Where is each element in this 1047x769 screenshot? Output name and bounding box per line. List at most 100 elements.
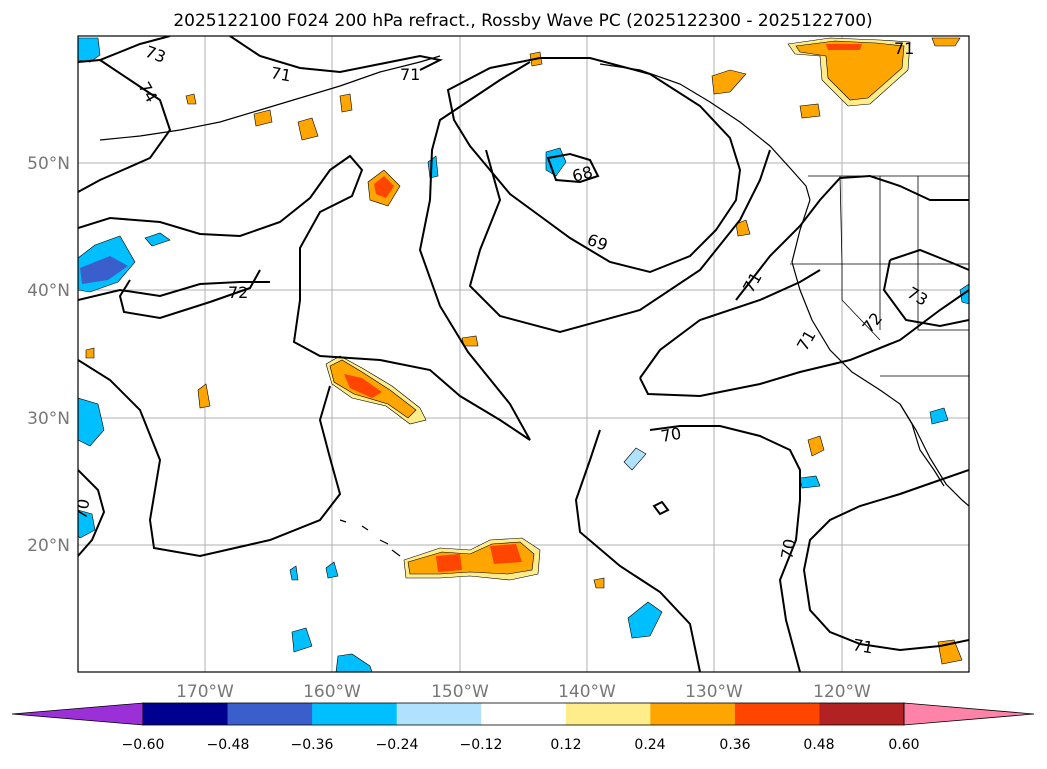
colorbar-bin [227,703,313,725]
contour-71-north [229,36,444,74]
contour-71-east [735,174,969,301]
colorbar-bin [396,703,482,725]
colorbar-tick-label: 0.48 [803,737,834,753]
neg-patch-dateline-north [78,37,101,63]
colorbar-tick-label: −0.24 [376,737,419,753]
contour-70-southwest [78,469,106,557]
neg-patch-south-1 [627,601,663,639]
pos-patch-small-e [807,435,825,457]
contour-73-east [882,248,969,328]
lon-label: 160°W [303,682,361,702]
latitude-labels: 50°N 40°N 30°N 20°N [27,154,70,556]
contour-68-inner [546,152,600,184]
contour-70-south-band [78,359,342,558]
contour-70-south-east2 [649,425,801,672]
figure-title: 2025122100 F024 200 hPa refract., Rossby… [173,11,872,31]
colorbar-over-arrow [903,702,1035,726]
colorbar-bin [312,703,398,725]
contour-label: 70 [777,537,799,560]
colorbar-bin [734,703,820,725]
pos-patch-small-c [735,219,751,237]
contour-72-mid [118,269,261,320]
lon-label: 150°W [431,682,489,702]
anomaly-fills [78,37,969,672]
colorbar-ticks: −0.60 −0.48 −0.36 −0.24 −0.12 0.12 0.24 … [122,737,920,753]
neg-patch-east-2 [799,475,821,489]
lon-label: 140°W [558,682,616,702]
lon-label: 170°W [176,682,234,702]
colorbar-tick-label: 0.36 [719,737,750,753]
borders [790,175,969,377]
pos-patch-small-i [185,93,197,105]
contour-71-southeast [802,469,969,652]
alaska-coast [599,63,811,201]
pos-patch-south-big-core-1 [436,554,462,572]
lon-label: 120°W [813,682,871,702]
contour-label: 70 [71,497,93,520]
map-frame [77,35,970,673]
colorbar-tick-label: −0.60 [122,737,165,753]
contour-label: 70 [659,424,682,446]
neg-patch-west-40n-core [80,256,128,284]
pos-patch-small-a [197,383,211,409]
lat-label: 40°N [27,281,70,301]
pos-patch-central-1-core [344,374,382,398]
contour-label: 71 [400,65,420,84]
neg-patch-east-1 [623,447,647,471]
contour-label: 68 [570,162,595,186]
neg-patch-south-3 [335,653,373,672]
colorbar-bin [565,703,651,725]
pos-patch-northeast-peak [826,44,862,50]
pos-patch-north-4 [339,93,353,113]
baja-coast [899,403,945,487]
contour-small-loop [652,500,670,516]
neg-patch-small-2 [144,232,171,247]
neg-patch-south-4 [325,561,339,579]
lat-label: 20°N [27,536,70,556]
colorbar: −0.60 −0.48 −0.36 −0.24 −0.12 0.12 0.24 … [11,702,1035,753]
pos-patch-north-3 [253,109,273,127]
pos-patch-small-j [85,347,95,359]
colorbar-frame [142,702,905,726]
colorbar-bin [143,703,229,725]
contour-label: 72 [228,283,248,302]
pos-patch-north-2 [297,117,319,141]
colorbar-tick-label: 0.24 [634,737,665,753]
colorbar-under-arrow [11,702,144,726]
lat-label: 30°N [27,409,70,429]
contour-label: 71 [894,39,914,58]
lat-label: 50°N [27,154,70,174]
colorbar-bin [481,703,567,725]
contour-73-74-northwest [78,36,172,193]
contour-70-southeast [574,429,701,672]
neg-patch-south-2 [291,627,313,653]
colorbar-tick-label: −0.12 [460,737,503,753]
neg-patch-west-20n [78,509,96,539]
pos-patch-south-big-core-2 [490,544,522,564]
contours [78,36,969,672]
colorbar-tick-label: 0.12 [550,737,581,753]
neg-patch-south-5 [289,565,299,581]
map-panel: 73 74 71 71 71 68 69 72 71 73 72 71 70 7… [27,35,970,702]
colorbar-tick-label: −0.48 [207,737,250,753]
pos-patch-north-1-core [374,176,394,198]
contour-72-west-loop [78,281,270,301]
neg-patch-east-3 [929,407,949,425]
colorbar-tick-label: 0.60 [888,737,919,753]
pos-patch-ne-2 [931,37,961,47]
aleutian-coast [99,55,441,141]
pos-patch-small-g [593,577,605,589]
contour-label: 71 [851,635,874,657]
pos-patch-alaska [711,69,747,95]
lon-label: 130°W [685,682,743,702]
colorbar-tick-label: −0.36 [291,737,334,753]
neg-patch-west-30n [78,397,105,447]
contour-label: 71 [269,63,292,85]
pos-patch-northeast-core [795,40,905,101]
contour-72-big [78,61,531,441]
contour-69 [468,149,771,334]
contour-70-east [639,269,969,398]
colorbar-bin [650,703,736,725]
hawaii-islands [339,519,401,557]
